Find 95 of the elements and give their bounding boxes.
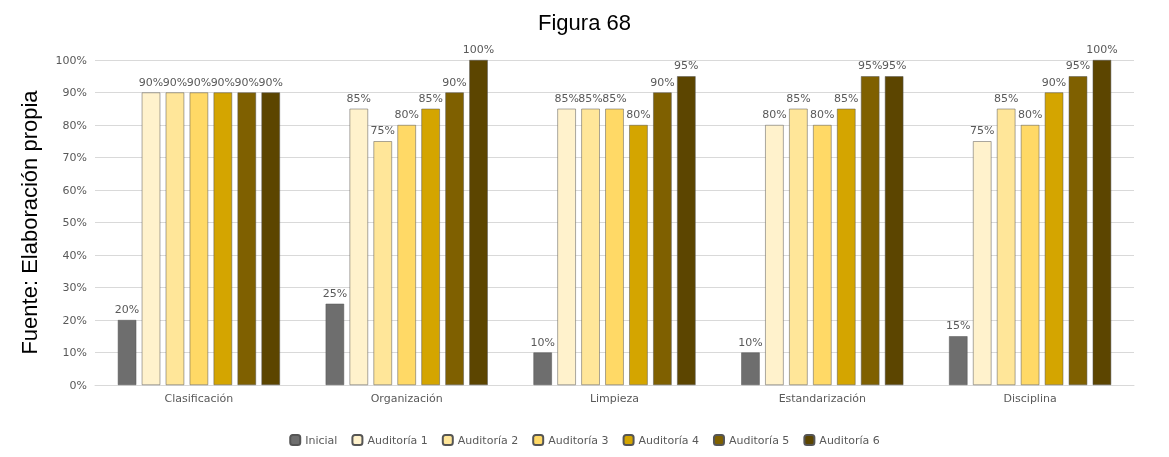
data-label: 25%	[322, 286, 348, 300]
bar	[325, 303, 345, 385]
bar	[949, 336, 968, 385]
y-tick-label: 100%	[55, 53, 87, 67]
data-label: 85%	[346, 91, 372, 105]
bar	[884, 76, 904, 385]
bar	[117, 320, 137, 385]
data-label: 80%	[626, 108, 651, 121]
data-label: 75%	[969, 124, 995, 138]
bar	[469, 60, 488, 385]
x-tick-label: Clasificación	[164, 392, 234, 405]
data-label: 90%	[162, 75, 188, 89]
legend-label: Auditoría 4	[638, 433, 699, 447]
legend-label: Auditoría 2	[457, 433, 519, 447]
data-label: 95%	[881, 59, 907, 73]
data-label: 100%	[1086, 43, 1118, 56]
bar	[973, 141, 992, 385]
bar	[1092, 60, 1112, 385]
bar	[765, 125, 784, 385]
data-label: 20%	[114, 303, 140, 316]
x-tick-label: Limpieza	[589, 392, 640, 405]
bar	[789, 108, 808, 385]
data-label: 80%	[762, 108, 787, 121]
data-label: 85%	[418, 91, 443, 105]
data-label: 90%	[234, 75, 260, 89]
bar	[533, 352, 552, 385]
bar	[653, 92, 672, 385]
chart-title: Figura 68	[538, 9, 631, 35]
data-label: 85%	[578, 91, 603, 105]
y-tick-label: 50%	[62, 216, 87, 229]
data-label: 90%	[1041, 75, 1067, 89]
bar	[141, 92, 161, 385]
legend-label: Auditoría 3	[548, 433, 609, 447]
bar	[1068, 76, 1088, 385]
bar	[1044, 92, 1064, 385]
data-label: 95%	[1065, 59, 1091, 73]
y-tick-label: 10%	[62, 346, 87, 359]
data-label: 75%	[370, 124, 395, 138]
data-label: 90%	[138, 75, 164, 89]
bar	[445, 92, 464, 385]
data-label: 90%	[258, 75, 283, 89]
y-tick-label: 90%	[62, 86, 87, 99]
data-label: 15%	[946, 319, 971, 333]
data-label: 80%	[394, 108, 419, 121]
data-label: 85%	[786, 91, 811, 105]
bar	[581, 108, 600, 385]
bar	[860, 76, 880, 385]
bar	[741, 352, 760, 385]
bar	[837, 108, 856, 385]
bar	[213, 92, 233, 385]
y-tick-label: 80%	[62, 118, 87, 132]
bar	[165, 92, 185, 385]
y-tick-label: 70%	[62, 151, 87, 164]
x-tick-label: Organización	[370, 392, 443, 405]
x-tick-label: Estandarización	[778, 392, 866, 405]
bar	[397, 125, 416, 385]
data-label: 95%	[674, 59, 699, 73]
data-label: 90%	[650, 75, 675, 89]
data-label: 10%	[738, 335, 763, 349]
data-label: 80%	[1017, 108, 1043, 121]
y-tick-label: 0%	[69, 378, 87, 392]
bar	[1020, 125, 1040, 385]
data-label: 90%	[186, 75, 212, 89]
bar	[996, 108, 1016, 385]
bar	[421, 108, 440, 385]
data-label: 90%	[210, 75, 236, 89]
x-tick-label: Disciplina	[1003, 392, 1057, 405]
legend-label: Auditoría 6	[819, 433, 880, 447]
bar	[349, 108, 369, 385]
data-label: 85%	[602, 91, 627, 105]
data-label: 85%	[554, 91, 579, 105]
bar	[557, 108, 576, 385]
y-tick-label: 60%	[62, 183, 87, 197]
y-axis-title: Fuente: Elaboración propia	[16, 89, 42, 355]
bar	[189, 92, 209, 385]
bar	[677, 76, 696, 385]
bar	[237, 92, 256, 385]
data-label: 85%	[834, 91, 859, 105]
legend-label: Inicial	[305, 433, 338, 447]
bar	[629, 125, 648, 385]
y-tick-label: 40%	[62, 248, 87, 262]
y-tick-label: 30%	[62, 281, 87, 294]
data-label: 95%	[857, 59, 883, 73]
bar	[261, 92, 280, 385]
data-label: 100%	[462, 43, 495, 56]
y-tick-label: 20%	[62, 313, 87, 327]
bar	[813, 125, 832, 385]
data-label: 80%	[810, 108, 835, 121]
bar	[373, 141, 392, 385]
data-label: 90%	[442, 75, 467, 89]
legend-label: Auditoría 5	[728, 433, 790, 447]
data-label: 10%	[530, 335, 555, 349]
bar	[605, 108, 624, 385]
legend-label: Auditoría 1	[367, 433, 428, 447]
data-label: 85%	[993, 91, 1019, 105]
